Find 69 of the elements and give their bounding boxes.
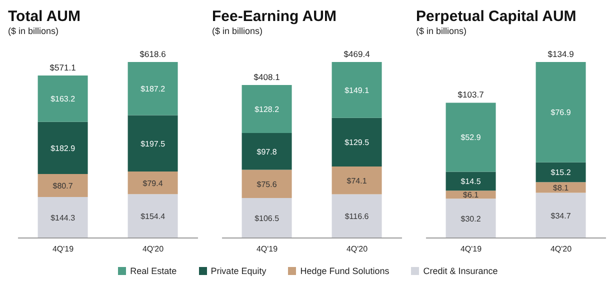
- data-label: $187.2: [140, 84, 166, 94]
- legend-label: Real Estate: [129, 266, 177, 276]
- data-label: $154.4: [140, 212, 166, 222]
- data-label: $128.2: [254, 104, 280, 114]
- total-label: $408.1: [254, 72, 280, 82]
- bar: [446, 172, 496, 191]
- data-label: $197.5: [140, 139, 166, 148]
- bar: [242, 170, 292, 198]
- bar: [38, 196, 88, 238]
- total-label: $469.4: [344, 49, 370, 59]
- bar: [332, 194, 382, 238]
- data-label: $163.2: [50, 94, 76, 104]
- bar: [38, 122, 88, 174]
- bar: [332, 166, 382, 194]
- data-label: $76.9: [550, 108, 572, 118]
- data-label: $80.7: [52, 181, 74, 190]
- total-label: $134.9: [548, 49, 574, 59]
- chart-subtitle: ($ in billions): [212, 26, 264, 38]
- chart-subtitle: ($ in billions): [416, 26, 468, 38]
- legend-label: Credit & Insurance: [422, 266, 498, 276]
- x-tick-label: 4Q'19: [52, 244, 74, 254]
- bar: [536, 182, 586, 193]
- x-tick-label: 4Q'20: [142, 244, 164, 254]
- chart-title: Perpetual Capital AUM: [416, 8, 578, 26]
- data-label: $129.5: [344, 138, 370, 148]
- data-label: $34.7: [550, 211, 572, 220]
- bar: [38, 174, 88, 197]
- data-label: $8.1: [553, 183, 570, 192]
- bar: [128, 194, 178, 238]
- bar: [242, 84, 292, 134]
- bar: [242, 198, 292, 238]
- chart-title: Fee-Earning AUM: [212, 8, 338, 26]
- total-label: $571.1: [50, 62, 76, 72]
- bar: [536, 192, 586, 238]
- legend-label: Private Equity: [210, 266, 266, 276]
- bar: [128, 62, 178, 116]
- data-label: $79.4: [142, 178, 164, 188]
- data-label: $74.1: [346, 176, 368, 186]
- x-tick-label: 4Q'19: [460, 244, 482, 254]
- x-tick-label: 4Q'20: [346, 244, 368, 254]
- data-label: $14.5: [460, 177, 482, 186]
- x-tick-label: 4Q'20: [550, 244, 572, 254]
- bar: [332, 62, 382, 118]
- legend-label: Hedge Fund Solutions: [299, 266, 390, 276]
- data-label: $30.2: [460, 214, 482, 224]
- chart-subtitle: ($ in billions): [8, 26, 60, 38]
- bar: [446, 102, 496, 172]
- x-tick-label: 4Q'19: [256, 244, 278, 254]
- data-label: $97.8: [256, 147, 278, 156]
- data-label: $75.6: [256, 180, 278, 189]
- data-label: $149.1: [344, 86, 370, 95]
- data-label: $106.5: [254, 214, 280, 224]
- data-label: $144.3: [50, 213, 76, 222]
- bar: [536, 62, 586, 162]
- data-label: $6.1: [463, 190, 480, 200]
- total-label: $618.6: [140, 49, 166, 59]
- total-label: $103.7: [458, 90, 484, 100]
- data-label: $182.9: [50, 144, 76, 153]
- data-label: $116.6: [344, 212, 370, 222]
- bar: [128, 115, 178, 172]
- bar: [38, 75, 88, 122]
- bar: [332, 118, 382, 166]
- bar: [242, 133, 292, 170]
- bar: [446, 198, 496, 238]
- data-label: $52.9: [460, 133, 482, 142]
- data-label: $15.2: [550, 168, 572, 178]
- chart-title: Total AUM: [8, 8, 82, 26]
- bar: [536, 162, 586, 182]
- bar: [128, 171, 178, 194]
